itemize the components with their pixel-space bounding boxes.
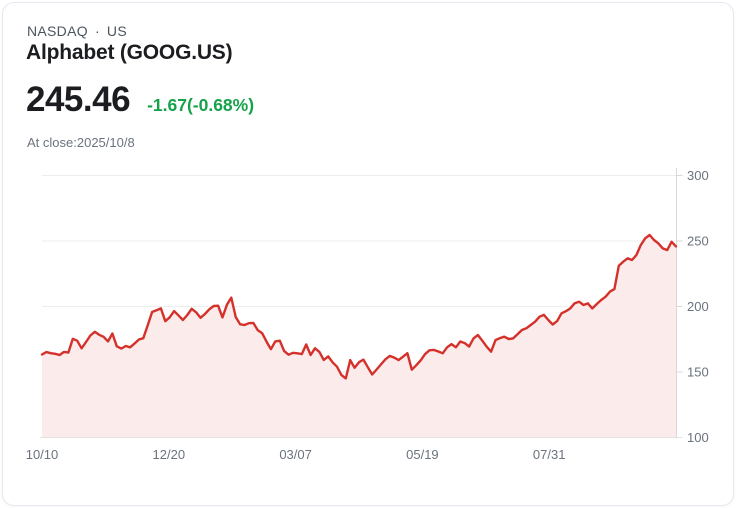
svg-text:12/20: 12/20 bbox=[153, 447, 186, 462]
svg-text:10/10: 10/10 bbox=[26, 447, 59, 462]
svg-text:100: 100 bbox=[687, 430, 709, 445]
svg-text:07/31: 07/31 bbox=[533, 447, 566, 462]
price-row: 245.46 -1.67(-0.68%) bbox=[26, 82, 254, 117]
dot-separator-icon: · bbox=[94, 23, 100, 39]
chart-axis bbox=[40, 168, 683, 438]
svg-text:300: 300 bbox=[687, 168, 709, 183]
exchange-name: NASDAQ bbox=[27, 23, 88, 39]
svg-text:150: 150 bbox=[687, 365, 709, 380]
chart-area-fill bbox=[42, 235, 676, 437]
svg-text:05/19: 05/19 bbox=[406, 447, 439, 462]
stock-title: Alphabet (GOOG.US) bbox=[26, 41, 233, 64]
chart-price-line bbox=[40, 233, 678, 380]
chart-axis-labels: 100 150 200 250 300 10/10 12/20 03/07 05/19 07/31 bbox=[26, 168, 709, 462]
svg-text:200: 200 bbox=[687, 299, 709, 314]
last-price: 245.46 bbox=[26, 80, 131, 119]
close-timestamp: At close:2025/10/8 bbox=[27, 135, 135, 150]
svg-text:03/07: 03/07 bbox=[279, 447, 312, 462]
price-change: -1.67(-0.68%) bbox=[147, 95, 255, 115]
svg-text:250: 250 bbox=[687, 234, 709, 249]
region-label: US bbox=[106, 23, 127, 39]
exchange-label: NASDAQ · US bbox=[27, 23, 127, 39]
